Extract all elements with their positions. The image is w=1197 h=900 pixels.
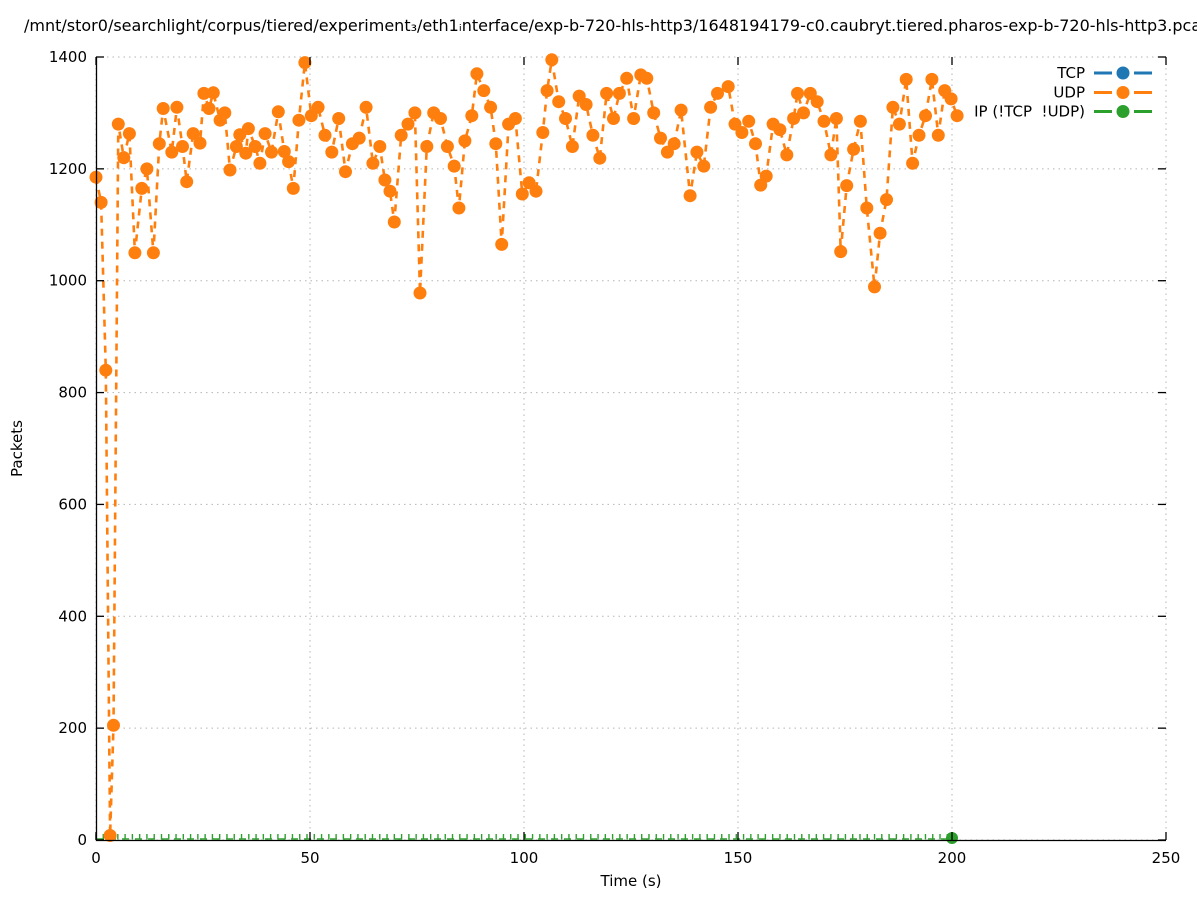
y-tick-label: 400	[58, 607, 87, 625]
grid	[95, 56, 1167, 841]
axes-border	[95, 57, 1166, 842]
legend-marker	[1116, 105, 1130, 118]
y-axis-label: Packets	[8, 420, 26, 477]
legend-entry-ip-not-tcp-not-udp: IP (!TCP !UDP)	[974, 103, 1152, 121]
x-axis-tick-labels: 0 50 100 150 200 250	[91, 849, 1180, 867]
y-tick-label: 1000	[49, 272, 87, 290]
legend-entry-udp: UDP	[1053, 84, 1152, 102]
chart-title: /mnt/stor0/searchlight/corpus/tiered/exp…	[24, 16, 1197, 35]
legend-label: UDP	[1053, 84, 1085, 102]
y-tick-label: 1400	[49, 48, 87, 66]
legend-label: IP (!TCP !UDP)	[974, 103, 1085, 121]
x-axis-label: Time (s)	[600, 872, 662, 890]
x-tick-label: 100	[510, 849, 539, 867]
legend-marker	[1116, 86, 1130, 99]
x-tick-label: 250	[1152, 849, 1181, 867]
x-tick-label: 50	[300, 849, 319, 867]
x-tick-label: 200	[938, 849, 967, 867]
y-tick-label: 200	[58, 719, 87, 737]
legend-entry-tcp: TCP	[1056, 64, 1152, 82]
y-tick-label: 800	[58, 384, 87, 402]
x-tick-label: 150	[724, 849, 753, 867]
y-axis-tick-labels: 0 200 400 600 800 1000 1200 1400	[49, 48, 87, 849]
series-udp-markers	[89, 53, 964, 842]
series-ip-not-tcp-not-udp	[95, 832, 958, 844]
y-tick-label: 1200	[49, 160, 87, 178]
y-tick-label: 600	[58, 495, 87, 513]
legend-label: TCP	[1056, 64, 1085, 82]
legend-marker	[1116, 66, 1130, 80]
y-tick-label: 0	[77, 831, 87, 849]
series-udp-line	[94, 58, 959, 837]
x-tick-label: 0	[91, 849, 101, 867]
tick-marks	[95, 56, 1167, 841]
